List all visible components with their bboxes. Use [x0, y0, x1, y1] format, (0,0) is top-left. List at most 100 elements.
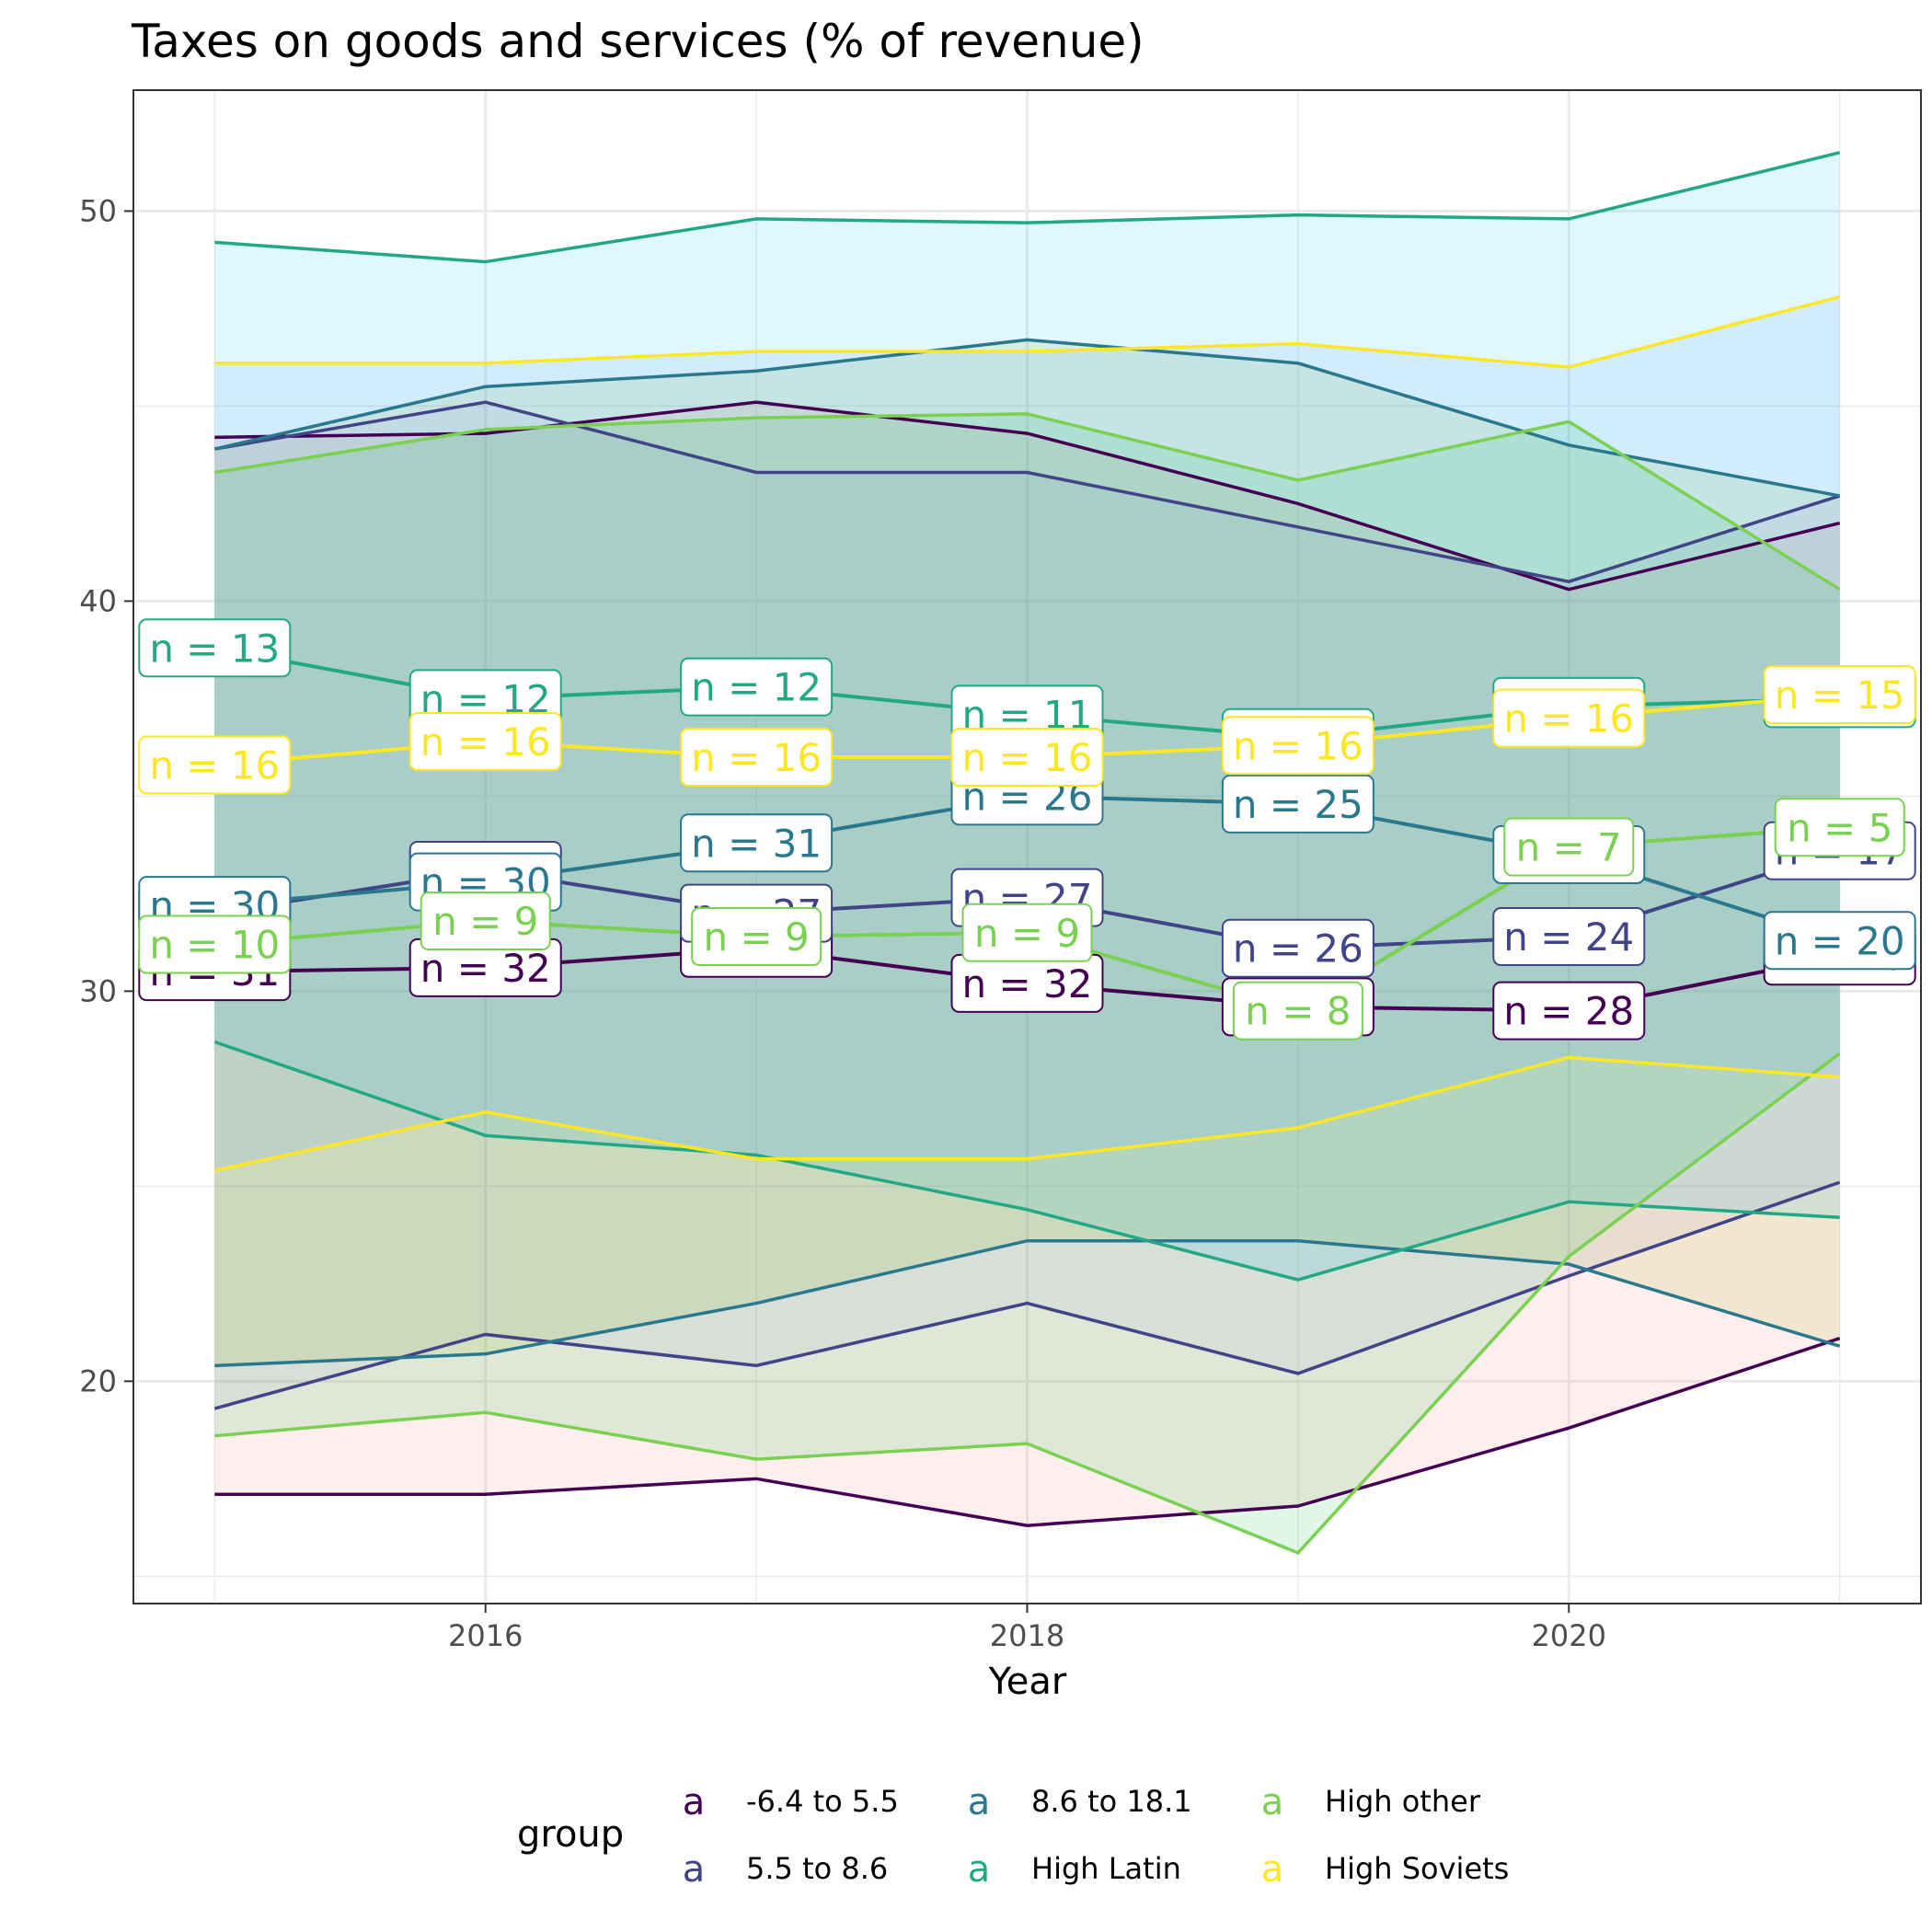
count-label: n = 20	[1763, 911, 1916, 971]
count-label-text: n = 8	[1245, 989, 1351, 1034]
legend-key: a	[683, 1781, 706, 1823]
upper-line-High Latin	[214, 151, 1841, 264]
count-label-box	[1763, 665, 1916, 725]
count-label: n = 12	[680, 657, 834, 717]
legend-label: 5.5 to 8.6	[746, 1851, 888, 1886]
count-label-box	[138, 618, 292, 678]
count-label-text: n = 16	[1503, 696, 1634, 742]
count-label-box	[680, 657, 834, 717]
count-label-text: n = 16	[1233, 723, 1363, 768]
legend-key: a	[968, 1848, 991, 1891]
count-label: n = 32	[408, 937, 562, 997]
count-label-box	[1221, 716, 1374, 776]
count-label-box	[1232, 981, 1363, 1041]
count-label: n = 15	[1763, 665, 1916, 725]
count-label-box	[1763, 911, 1916, 971]
count-label: n = 8	[1232, 981, 1363, 1041]
count-label-text: n = 25	[1233, 782, 1363, 827]
count-label: n = 16	[1221, 716, 1374, 776]
count-label-text: n = 7	[1516, 825, 1622, 870]
legend-title: group	[517, 1813, 624, 1856]
count-label-box	[1221, 918, 1374, 978]
count-label-box	[1492, 688, 1646, 748]
lower-line--6.4 to 5.5	[214, 1337, 1841, 1527]
count-label-box	[680, 727, 834, 787]
count-label-box	[1221, 774, 1374, 834]
count-label: n = 31	[680, 813, 834, 873]
count-label-text: n = 28	[1503, 989, 1634, 1034]
legend-label: 8.6 to 18.1	[1031, 1784, 1192, 1819]
count-label-box	[961, 903, 1093, 962]
count-label: n = 26	[1221, 918, 1374, 978]
y-tick-label: 40	[79, 583, 117, 618]
count-label: n = 9	[420, 891, 551, 951]
count-label-text: n = 32	[420, 946, 551, 991]
count-label-box	[420, 891, 551, 951]
upper-line-8.6 to 18.1	[213, 338, 1841, 498]
count-label-box	[138, 914, 292, 974]
count-label: n = 16	[950, 727, 1104, 787]
count-label-box	[1492, 907, 1646, 967]
legend-key: a	[1261, 1848, 1284, 1891]
count-label-box	[691, 907, 822, 967]
count-label: n = 16	[1492, 688, 1646, 748]
y-axis: 20 30 40 50	[79, 193, 133, 1398]
count-label-box	[1774, 798, 1905, 857]
count-label: n = 28	[1492, 981, 1646, 1041]
count-label-text: n = 10	[149, 922, 280, 967]
count-label-text: n = 16	[962, 735, 1093, 780]
x-axis-title: Year	[988, 1661, 1067, 1703]
count-label-text: n = 16	[420, 719, 551, 765]
upper-line-High other	[214, 412, 1841, 592]
x-tick-label: 2018	[990, 1618, 1064, 1653]
count-label-text: n = 9	[703, 914, 809, 960]
upper-line-5.5 to 8.6	[214, 400, 1841, 584]
count-label-text: n = 31	[691, 821, 822, 866]
count-label-text: n = 20	[1775, 918, 1905, 963]
legend-item: a High Soviets	[1261, 1848, 1510, 1891]
ribbon-8.6 to 18.1	[214, 339, 1840, 1366]
count-label-text: n = 26	[1233, 926, 1363, 972]
count-label: n = 7	[1503, 817, 1635, 877]
count-label-layer: n = 31n = 32n = 32n = 32n = 29n = 28n = …	[138, 618, 1916, 1041]
count-label-box	[138, 735, 292, 795]
band-boundary-layer	[213, 151, 1841, 1555]
count-label: n = 5	[1774, 798, 1905, 857]
count-label: n = 24	[1492, 907, 1646, 967]
count-label: n = 16	[138, 735, 292, 795]
count-label-box	[680, 813, 834, 873]
count-label: n = 25	[1221, 774, 1374, 834]
legend-key: a	[968, 1781, 991, 1823]
count-label-text: n = 13	[149, 626, 280, 671]
count-label-text: n = 9	[974, 911, 1080, 956]
count-label-text: n = 9	[432, 899, 538, 944]
count-label: n = 16	[408, 712, 562, 772]
legend-key: a	[1261, 1781, 1284, 1823]
x-axis: 2016 2018 2020	[448, 1604, 1606, 1653]
count-label-text: n = 32	[962, 961, 1093, 1006]
legend-item: a 8.6 to 18.1	[968, 1781, 1192, 1823]
lower-line-High Latin	[213, 1040, 1840, 1282]
count-label: n = 32	[950, 953, 1104, 1013]
lower-line-5.5 to 8.6	[213, 1180, 1841, 1410]
count-label-text: n = 12	[691, 665, 822, 710]
lower-line-High Soviets	[213, 1055, 1840, 1173]
chart-title: Taxes on goods and services (% of revenu…	[131, 15, 1144, 68]
legend-item: a 5.5 to 8.6	[683, 1848, 889, 1891]
count-label: n = 9	[691, 907, 822, 967]
lower-line-High other	[214, 1052, 1841, 1555]
count-label-text: n = 5	[1787, 805, 1892, 850]
upper-line--6.4 to 5.5	[214, 400, 1841, 592]
count-label-box	[1492, 981, 1646, 1041]
count-label: n = 10	[138, 914, 292, 974]
count-label-text: n = 15	[1775, 673, 1905, 718]
count-label-text: n = 16	[149, 742, 280, 788]
y-tick-label: 20	[79, 1363, 117, 1398]
legend: group a -6.4 to 5.5 a 5.5 to 8.6 a 8.6 to 18.…	[517, 1781, 1509, 1891]
x-tick-label: 2016	[448, 1618, 523, 1653]
legend-label: High Soviets	[1325, 1851, 1509, 1886]
lower-line-8.6 to 18.1	[214, 1238, 1841, 1368]
legend-label: High Latin	[1031, 1851, 1181, 1886]
count-label: n = 13	[138, 618, 292, 678]
